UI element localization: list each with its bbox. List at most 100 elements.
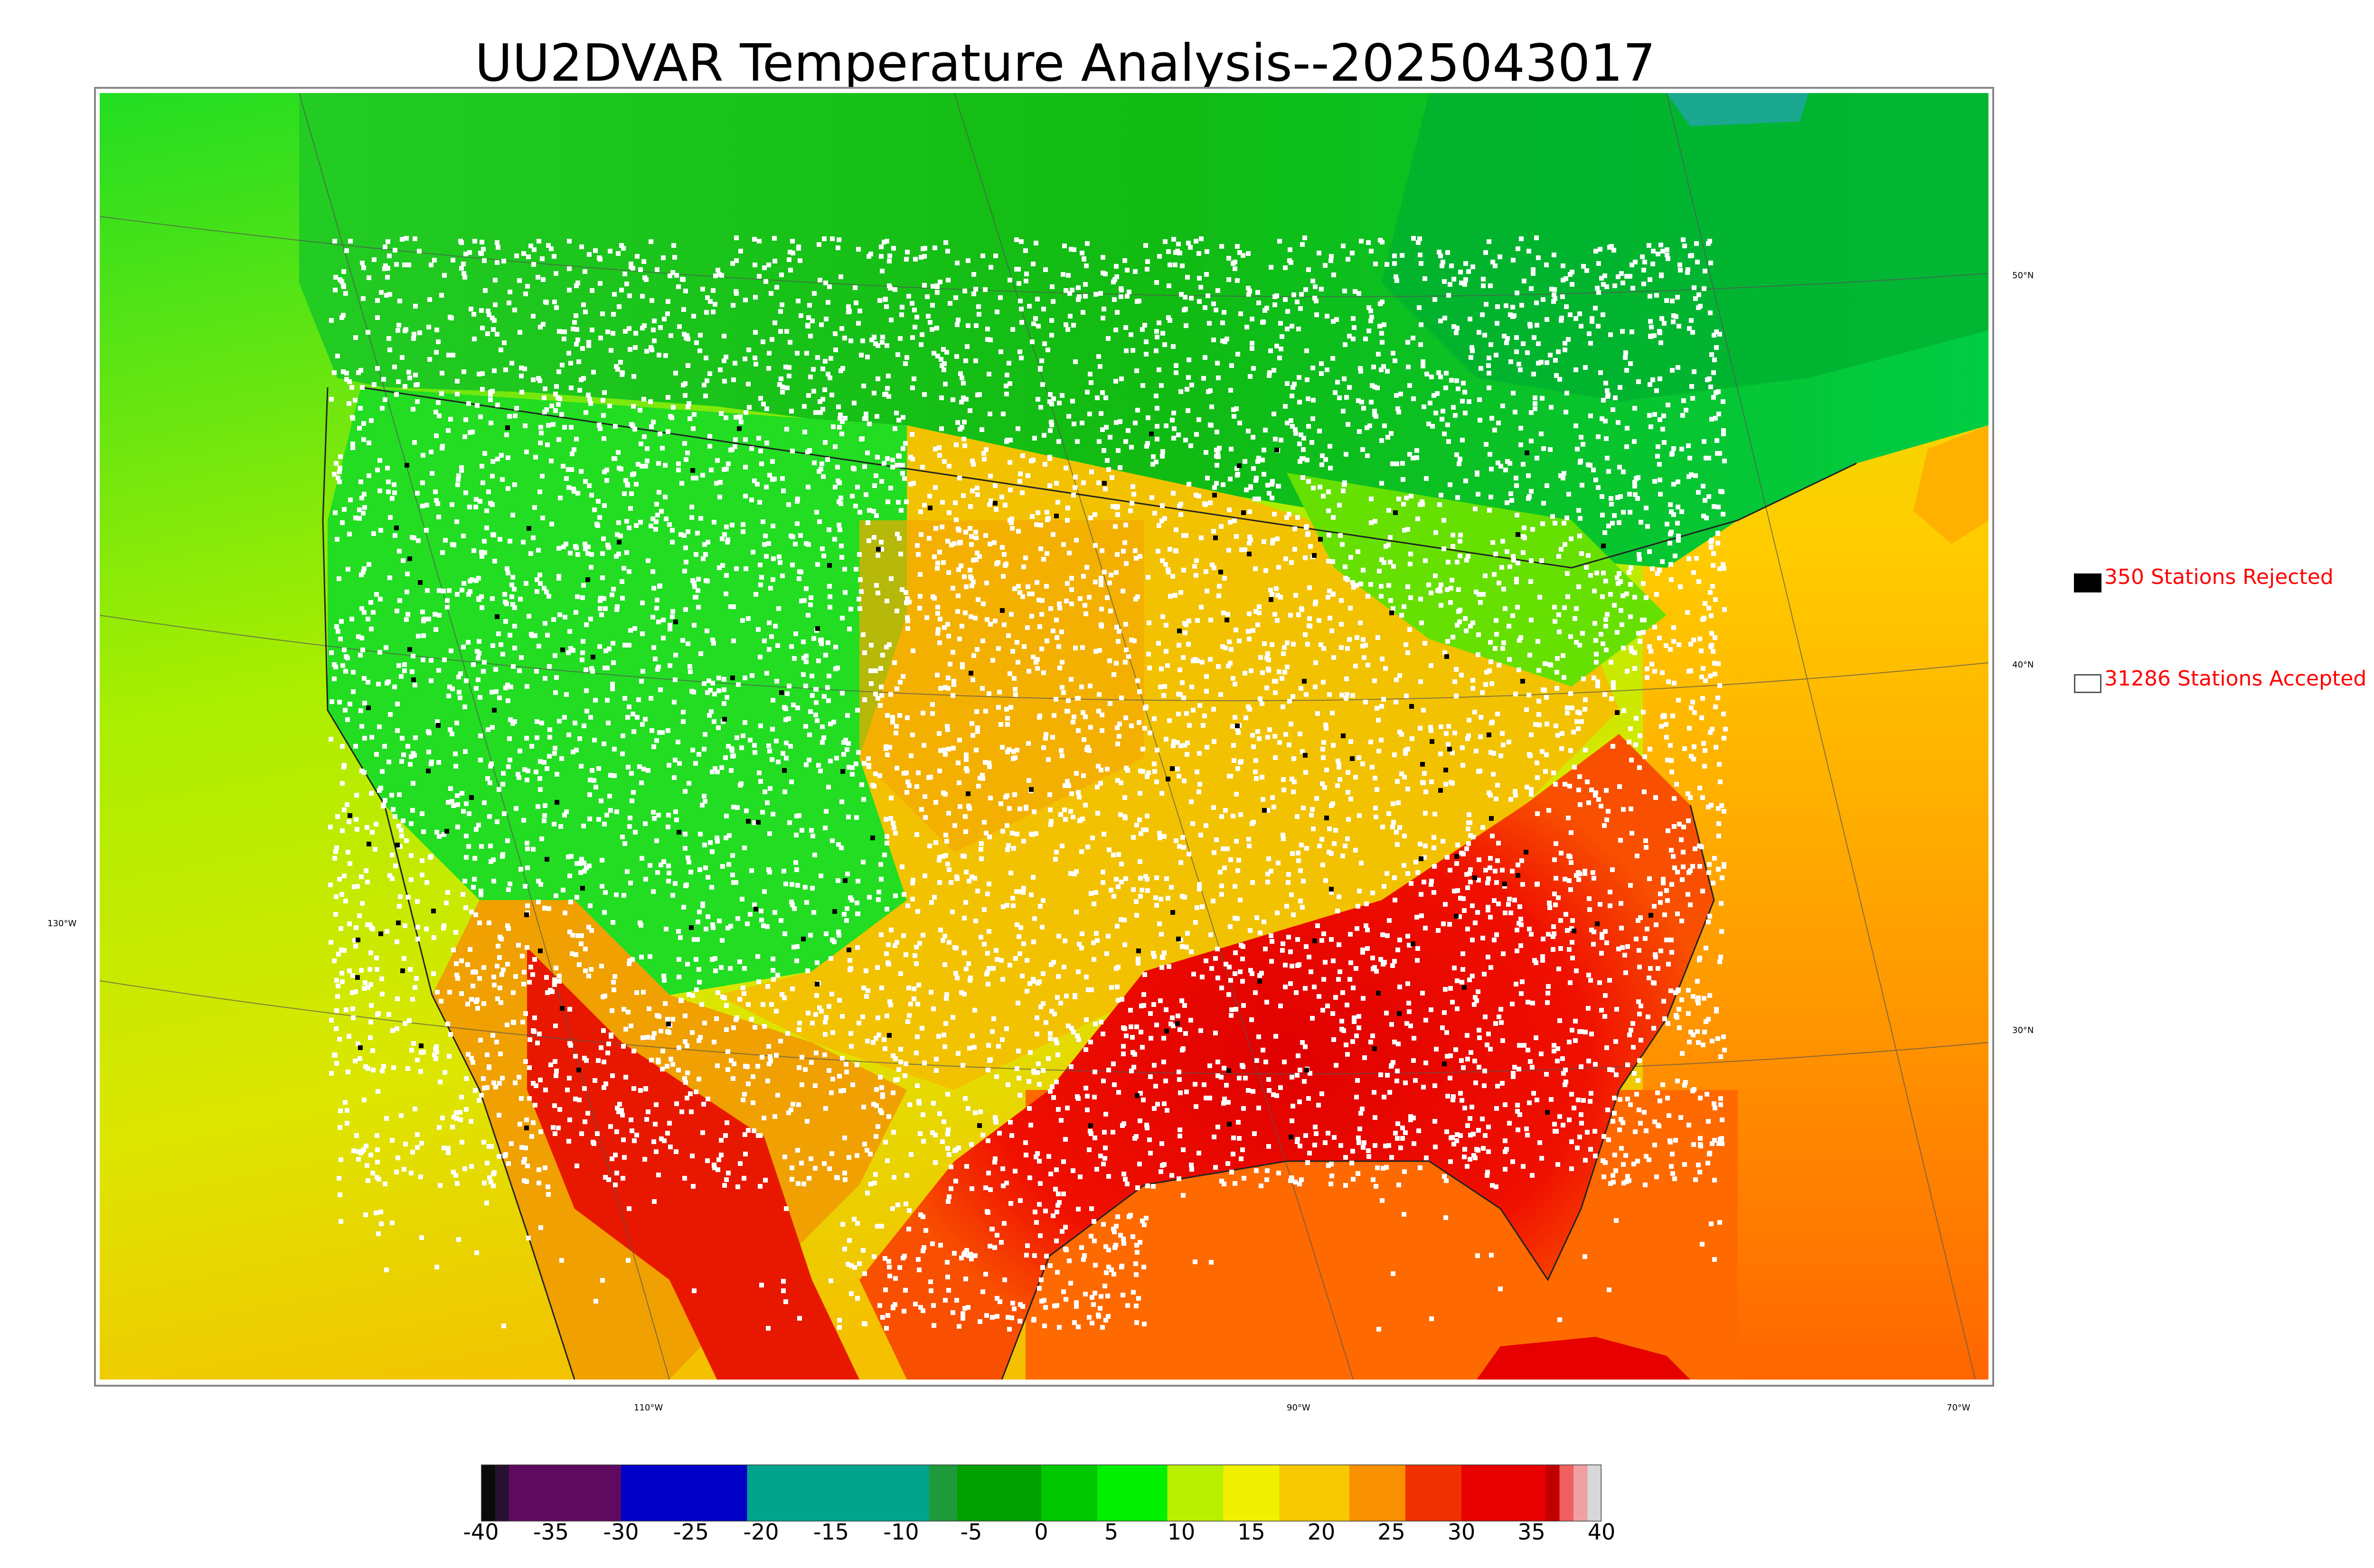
accepted-station [1105,595,1110,600]
accepted-station [1032,916,1037,921]
accepted-station [429,760,434,764]
accepted-station [473,505,478,509]
accepted-station [1708,385,1713,389]
accepted-station [386,239,390,244]
accepted-station [1647,549,1652,554]
accepted-station [1717,683,1722,688]
accepted-station [497,1113,501,1117]
accepted-station [608,773,613,778]
accepted-station [1045,551,1049,556]
accepted-station [1379,738,1384,742]
accepted-station [1214,308,1218,312]
accepted-station [1076,790,1081,795]
accepted-station [856,750,861,755]
accepted-station [880,1094,885,1099]
accepted-station [1236,858,1241,863]
accepted-station [1291,756,1296,761]
accepted-station [783,882,788,886]
accepted-station [973,358,978,363]
accepted-station [1429,1007,1433,1012]
accepted-station [560,363,565,367]
accepted-station [1708,644,1713,649]
accepted-station [1498,1286,1503,1291]
accepted-station [1137,689,1142,694]
accepted-station [943,792,948,797]
accepted-station [1085,241,1090,246]
accepted-station [1313,660,1318,665]
accepted-station [542,906,547,911]
accepted-station [1243,459,1247,464]
accepted-station [1397,673,1402,678]
accepted-station [1716,867,1721,872]
accepted-station [387,254,392,258]
accepted-station [590,768,594,773]
accepted-station [464,678,469,683]
accepted-station [859,782,864,787]
accepted-station [1100,713,1104,717]
accepted-station [1448,1053,1453,1058]
accepted-station [1049,819,1054,824]
accepted-station [879,1085,884,1090]
accepted-station [918,509,923,514]
accepted-station [1261,797,1265,802]
accepted-station [1304,348,1309,353]
accepted-station [1255,459,1260,464]
accepted-station [629,771,634,776]
accepted-station [884,645,889,649]
accepted-station [456,477,461,482]
accepted-station [711,641,716,646]
accepted-station [1230,724,1235,729]
accepted-station [375,468,380,472]
accepted-station [1270,795,1275,800]
accepted-station [893,1276,898,1281]
accepted-station [566,351,571,356]
accepted-station [807,758,811,762]
accepted-station [1330,356,1335,361]
accepted-station [1455,326,1460,330]
accepted-station [1049,962,1054,967]
accepted-station [995,1314,999,1319]
accepted-station [1123,622,1128,627]
accepted-station [1038,1005,1043,1009]
accepted-station [509,582,514,587]
accepted-station [1382,884,1386,889]
accepted-station [390,1138,395,1143]
accepted-station [1288,1178,1293,1183]
accepted-station [627,293,632,298]
accepted-station [1483,682,1488,687]
accepted-station [631,404,636,409]
accepted-station [1204,1096,1208,1100]
accepted-station [879,479,884,484]
accepted-station [456,675,461,679]
accepted-station [776,760,781,764]
accepted-station [1089,380,1093,385]
accepted-station [345,1121,349,1126]
accepted-station [1042,1324,1047,1328]
accepted-station [1117,722,1122,726]
accepted-station [749,868,754,873]
accepted-station [1304,944,1309,949]
accepted-station [1566,816,1571,820]
accepted-station [707,434,712,439]
accepted-station [1219,883,1224,888]
accepted-station [1193,1259,1197,1264]
accepted-station [1382,423,1387,428]
accepted-station [495,332,499,337]
accepted-station [1644,1154,1649,1159]
accepted-station [1341,409,1346,413]
accepted-station [597,644,602,649]
accepted-station [1273,1034,1278,1039]
accepted-station [704,310,709,315]
accepted-station [964,397,969,402]
accepted-station [912,376,916,381]
accepted-station [792,656,797,661]
accepted-station [552,977,557,982]
accepted-station [661,859,666,864]
accepted-station [1050,735,1055,740]
accepted-station [938,748,943,753]
accepted-station [1083,714,1088,719]
accepted-station [1479,366,1483,371]
accepted-station [1181,1147,1186,1152]
accepted-station [1267,1088,1272,1093]
accepted-station [1251,628,1255,633]
